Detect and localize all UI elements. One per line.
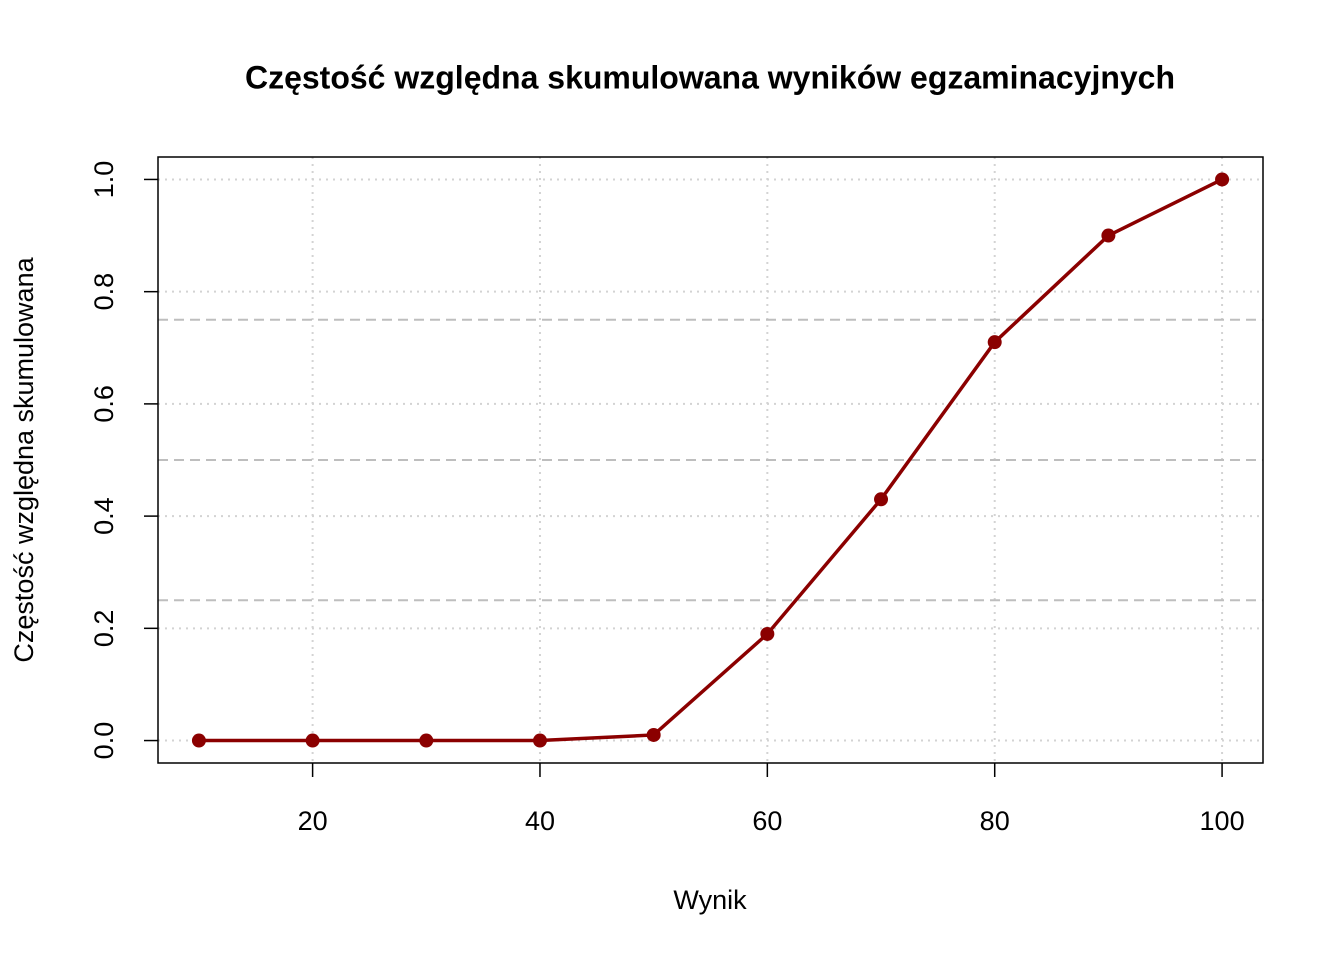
- y-tick-label: 0.8: [89, 273, 119, 311]
- data-point: [305, 733, 320, 748]
- x-tick-label: 80: [980, 806, 1010, 836]
- data-point: [1101, 228, 1116, 243]
- data-point: [646, 727, 661, 742]
- chart-title: Częstość względna skumulowana wyników eg…: [245, 59, 1175, 95]
- data-point: [419, 733, 434, 748]
- x-tick-label: 20: [298, 806, 328, 836]
- data-point: [532, 733, 547, 748]
- data-point: [987, 335, 1002, 350]
- data-point: [191, 733, 206, 748]
- x-tick-label: 60: [752, 806, 782, 836]
- data-point: [1215, 172, 1230, 187]
- y-tick-label: 0.6: [89, 385, 119, 423]
- data-line: [198, 177, 1223, 743]
- y-tick-label: 1.0: [89, 161, 119, 199]
- data-point: [760, 626, 775, 641]
- x-tick-label: 100: [1200, 806, 1245, 836]
- y-tick-label: 0.0: [89, 722, 119, 760]
- y-tick-label: 0.2: [89, 610, 119, 648]
- x-axis-label: Wynik: [673, 885, 747, 915]
- data-point: [874, 492, 889, 507]
- plot-frame: [157, 156, 1264, 764]
- x-tick-label: 40: [525, 806, 555, 836]
- y-tick-label: 0.4: [89, 497, 119, 535]
- y-axis-label: Częstość względna skumulowana: [9, 256, 39, 662]
